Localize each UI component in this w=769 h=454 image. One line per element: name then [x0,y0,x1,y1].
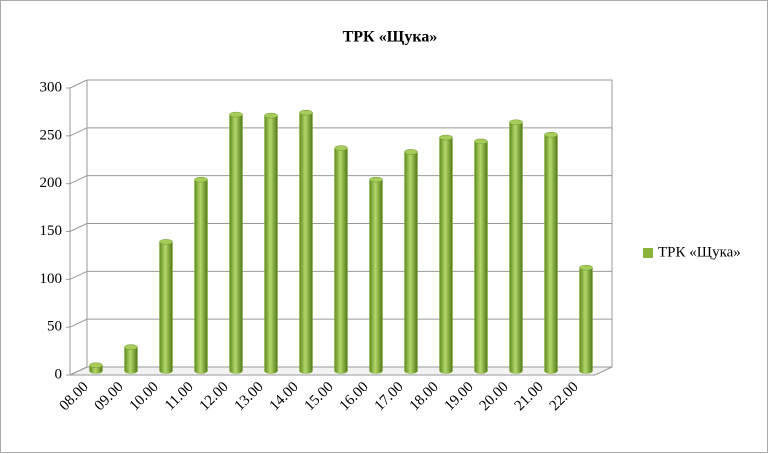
grid-line [69,366,612,376]
grid-line [69,127,612,137]
bar [159,241,173,374]
grid-line [69,175,612,185]
grid-line [69,270,612,280]
bar-top [194,176,208,183]
grid-line [69,223,612,232]
bar-top [334,145,348,151]
bar-top [264,112,278,119]
y-tick-label: 250 [40,127,63,143]
bar-top [299,109,313,116]
bar-top [439,134,453,141]
bar [509,122,523,374]
y-tick-label: 0 [55,366,63,382]
bar-top [544,131,558,138]
bar-top [579,264,593,271]
bar-top [159,239,173,245]
legend-swatch [643,248,653,258]
chart-title: ТРК «Щука» [343,29,438,46]
bar-top [229,111,243,118]
bar-top [474,138,488,145]
y-tick-label: 200 [40,175,63,191]
bar-top [404,149,418,155]
y-tick-label: 100 [40,271,63,287]
bar [229,114,243,374]
y-tick-label: 50 [47,319,62,335]
bar [404,151,418,374]
bar [369,179,383,374]
y-tick-label: 150 [40,223,63,239]
bar [334,147,348,374]
bar [544,134,558,374]
bar [474,141,488,374]
bar [299,112,313,374]
bar-top [124,344,138,350]
bar [124,346,138,374]
bar-top [89,362,103,369]
bar [439,137,453,374]
bar [579,267,593,374]
grid-line [69,79,612,89]
bar [194,179,208,374]
legend-label: ТРК «Щука» [658,244,741,260]
bar-top [509,119,523,126]
bar-top [369,176,383,183]
bar [264,115,278,374]
grid-line [69,318,612,328]
y-tick-label: 300 [40,79,63,95]
